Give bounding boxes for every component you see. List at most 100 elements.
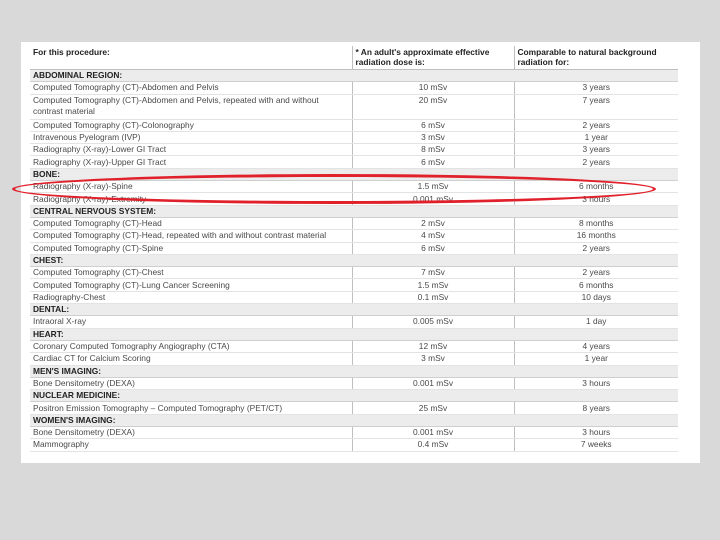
procedure-cell: Bone Densitometry (DEXA) bbox=[30, 426, 352, 440]
comparable-cell: 2 years bbox=[513, 155, 678, 169]
dose-cell: 3 mSv bbox=[351, 352, 514, 366]
dose-cell: 0.4 mSv bbox=[351, 438, 514, 452]
comparable-cell: 1 day bbox=[513, 315, 678, 329]
table-row: Radiography (X-ray)-Extremity 0.001 mSv 3 … bbox=[30, 192, 678, 206]
dose-cell: 7 mSv bbox=[351, 266, 514, 280]
dose-cell: 12 mSv bbox=[351, 340, 514, 354]
comparable-cell: 3 hours bbox=[513, 377, 678, 391]
procedure-cell: Positron Emission Tomography – Computed … bbox=[30, 401, 352, 415]
table-row: Radiography (X-ray)-Upper GI Tract 6 mSv 2… bbox=[30, 155, 678, 169]
section-label: BONE: bbox=[30, 168, 678, 182]
dose-cell: 10 mSv bbox=[351, 81, 514, 95]
dose-cell: 0.001 mSv bbox=[351, 192, 514, 206]
dose-cell: 20 mSv bbox=[351, 94, 514, 120]
procedure-cell: Computed Tomography (CT)-Colonography bbox=[30, 119, 352, 132]
table-row: Computed Tomography (CT)-Abdomen and Pel… bbox=[30, 81, 678, 95]
comparable-cell: 2 years bbox=[513, 242, 678, 255]
procedure-cell: Computed Tomography (CT)-Spine bbox=[30, 242, 352, 255]
comparable-cell: 8 months bbox=[513, 217, 678, 231]
procedure-cell: Mammography bbox=[30, 438, 352, 452]
table-row: Radiography (X-ray)-Spine 1.5 mSv 6 months bbox=[30, 180, 678, 194]
section-label: MEN'S IMAGING: bbox=[30, 365, 678, 378]
table-row: Intraoral X-ray 0.005 mSv 1 day bbox=[30, 315, 678, 329]
comparable-cell: 7 years bbox=[513, 94, 678, 120]
dose-cell: 6 mSv bbox=[351, 119, 514, 132]
table-row: Radiography (X-ray)-Lower GI Tract 8 mSv 3… bbox=[30, 143, 678, 157]
document-sheet: For this procedure: * An adult's approxi… bbox=[21, 42, 700, 463]
dose-cell: 0.1 mSv bbox=[351, 291, 514, 305]
procedure-cell: Intravenous Pyelogram (IVP) bbox=[30, 131, 352, 145]
comparable-cell: 16 months bbox=[513, 229, 678, 243]
dose-cell: 3 mSv bbox=[351, 131, 514, 145]
section-row: BONE: bbox=[30, 168, 678, 182]
table-row: Computed Tomography (CT)-Spine 6 mSv 2 yea… bbox=[30, 242, 678, 255]
comparable-cell: 2 years bbox=[513, 119, 678, 132]
dose-cell: 1.5 mSv bbox=[351, 278, 514, 292]
section-row: NUCLEAR MEDICINE: bbox=[30, 389, 678, 403]
section-label: CENTRAL NERVOUS SYSTEM: bbox=[30, 205, 678, 218]
table-row: Mammography 0.4 mSv 7 weeks bbox=[30, 438, 678, 452]
table-header-row: For this procedure: * An adult's approxi… bbox=[30, 46, 678, 70]
dose-cell: 2 mSv bbox=[351, 217, 514, 231]
procedure-cell: Radiography (X-ray)-Extremity bbox=[30, 192, 352, 206]
dose-cell: 6 mSv bbox=[351, 242, 514, 255]
table-row: Coronary Computed Tomography Angiography… bbox=[30, 340, 678, 354]
section-label: DENTAL: bbox=[30, 303, 678, 317]
section-label: ABDOMINAL REGION: bbox=[30, 69, 678, 83]
table-row: Bone Densitometry (DEXA) 0.001 mSv 3 hours bbox=[30, 426, 678, 440]
table-row: Bone Densitometry (DEXA) 0.001 mSv 3 hours bbox=[30, 377, 678, 391]
radiation-dose-table: For this procedure: * An adult's approxi… bbox=[30, 46, 678, 452]
procedure-cell: Computed Tomography (CT)-Head, repeated … bbox=[30, 229, 352, 243]
header-procedure: For this procedure: bbox=[30, 46, 352, 70]
dose-cell: 4 mSv bbox=[351, 229, 514, 243]
section-label: NUCLEAR MEDICINE: bbox=[30, 389, 678, 403]
section-row: ABDOMINAL REGION: bbox=[30, 69, 678, 83]
table-row: Computed Tomography (CT)-Head 2 mSv 8 mont… bbox=[30, 217, 678, 231]
table-row: Computed Tomography (CT)-Colonography 6 m… bbox=[30, 119, 678, 132]
table-row: Cardiac CT for Calcium Scoring 3 mSv 1 yea… bbox=[30, 352, 678, 366]
comparable-cell: 7 weeks bbox=[513, 438, 678, 452]
procedure-cell: Computed Tomography (CT)-Chest bbox=[30, 266, 352, 280]
section-label: CHEST: bbox=[30, 254, 678, 268]
table-row: Computed Tomography (CT)-Lung Cancer Scr… bbox=[30, 278, 678, 292]
comparable-cell: 4 years bbox=[513, 340, 678, 354]
dose-cell: 6 mSv bbox=[351, 155, 514, 169]
procedure-cell: Computed Tomography (CT)-Lung Cancer Scr… bbox=[30, 278, 352, 292]
procedure-cell: Computed Tomography (CT)-Abdomen and Pel… bbox=[30, 81, 352, 95]
section-label: WOMEN'S IMAGING: bbox=[30, 414, 678, 428]
dose-cell: 0.001 mSv bbox=[351, 426, 514, 440]
procedure-cell: Coronary Computed Tomography Angiography… bbox=[30, 340, 352, 354]
table-row: Computed Tomography (CT)-Abdomen and Pel… bbox=[30, 94, 678, 120]
header-dose: * An adult's approximate effective radia… bbox=[351, 46, 514, 70]
section-row: HEART: bbox=[30, 328, 678, 341]
section-label: HEART: bbox=[30, 328, 678, 341]
dose-cell: 0.005 mSv bbox=[351, 315, 514, 329]
section-row: CENTRAL NERVOUS SYSTEM: bbox=[30, 205, 678, 218]
section-row: CHEST: bbox=[30, 254, 678, 268]
table-row: Positron Emission Tomography – Computed … bbox=[30, 401, 678, 415]
comparable-cell: 2 years bbox=[513, 266, 678, 280]
comparable-cell: 6 months bbox=[513, 278, 678, 292]
procedure-cell: Intraoral X-ray bbox=[30, 315, 352, 329]
comparable-cell: 3 hours bbox=[513, 192, 678, 206]
header-comparable: Comparable to natural background radiati… bbox=[513, 46, 678, 70]
comparable-cell: 6 months bbox=[513, 180, 678, 194]
table-row: Intravenous Pyelogram (IVP) 3 mSv 1 year bbox=[30, 131, 678, 145]
table-row: Computed Tomography (CT)-Chest 7 mSv 2 yea… bbox=[30, 266, 678, 280]
procedure-cell: Computed Tomography (CT)-Head bbox=[30, 217, 352, 231]
dose-cell: 25 mSv bbox=[351, 401, 514, 415]
table-body: ABDOMINAL REGION: Computed Tomography (CT… bbox=[30, 69, 678, 452]
procedure-cell: Radiography (X-ray)-Lower GI Tract bbox=[30, 143, 352, 157]
procedure-cell: Bone Densitometry (DEXA) bbox=[30, 377, 352, 391]
procedure-cell: Cardiac CT for Calcium Scoring bbox=[30, 352, 352, 366]
dose-cell: 1.5 mSv bbox=[351, 180, 514, 194]
comparable-cell: 1 year bbox=[513, 352, 678, 366]
comparable-cell: 3 years bbox=[513, 81, 678, 95]
comparable-cell: 8 years bbox=[513, 401, 678, 415]
dose-cell: 0.001 mSv bbox=[351, 377, 514, 391]
section-row: MEN'S IMAGING: bbox=[30, 365, 678, 378]
comparable-cell: 10 days bbox=[513, 291, 678, 305]
comparable-cell: 3 years bbox=[513, 143, 678, 157]
section-row: WOMEN'S IMAGING: bbox=[30, 414, 678, 428]
comparable-cell: 1 year bbox=[513, 131, 678, 145]
